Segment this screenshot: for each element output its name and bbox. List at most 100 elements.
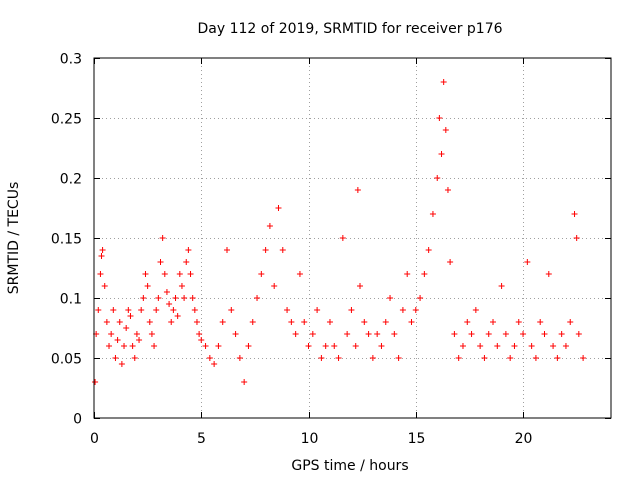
data-point xyxy=(95,307,102,313)
data-point xyxy=(196,331,203,337)
data-point xyxy=(211,361,218,367)
data-point xyxy=(425,247,432,253)
data-point xyxy=(322,343,329,349)
data-point xyxy=(412,307,419,313)
data-point xyxy=(172,295,179,301)
data-point xyxy=(537,319,544,325)
y-tick-label: 0.25 xyxy=(51,112,82,128)
data-point xyxy=(178,283,185,289)
data-point xyxy=(520,331,527,337)
data-point xyxy=(125,307,132,313)
data-point xyxy=(438,151,445,157)
data-point xyxy=(305,343,312,349)
data-point xyxy=(395,355,402,361)
data-point xyxy=(97,271,104,277)
data-point xyxy=(357,283,364,289)
data-point xyxy=(136,337,143,343)
data-point xyxy=(387,295,394,301)
data-point xyxy=(524,259,531,265)
data-point xyxy=(558,331,565,337)
data-point xyxy=(114,337,121,343)
data-point xyxy=(468,331,475,337)
x-axis-label: GPS time / hours xyxy=(291,458,408,474)
data-point xyxy=(215,343,222,349)
data-point xyxy=(296,271,303,277)
chart-title: Day 112 of 2019, SRMTID for receiver p17… xyxy=(197,21,502,37)
data-point xyxy=(550,343,557,349)
y-tick-label: 0.3 xyxy=(60,52,82,68)
data-point xyxy=(118,361,125,367)
data-point xyxy=(391,331,398,337)
data-point xyxy=(191,307,198,313)
data-point xyxy=(148,331,155,337)
data-point xyxy=(112,355,119,361)
data-point xyxy=(498,283,505,289)
data-point xyxy=(545,271,552,277)
data-point xyxy=(472,307,479,313)
data-point xyxy=(571,211,578,217)
data-point xyxy=(219,319,226,325)
data-point xyxy=(155,295,162,301)
data-point xyxy=(131,355,138,361)
y-tick-label: 0.1 xyxy=(60,292,82,308)
data-point xyxy=(365,331,372,337)
data-point xyxy=(232,331,239,337)
data-point xyxy=(127,313,134,319)
data-point xyxy=(309,331,316,337)
data-point xyxy=(189,295,196,301)
data-point xyxy=(236,355,243,361)
data-point xyxy=(485,331,492,337)
data-point xyxy=(108,331,115,337)
data-point xyxy=(284,307,291,313)
y-tick-label: 0.05 xyxy=(51,352,82,368)
data-point xyxy=(451,331,458,337)
data-point xyxy=(110,307,117,313)
data-point xyxy=(515,319,522,325)
data-point xyxy=(279,247,286,253)
data-point xyxy=(101,283,108,289)
data-point xyxy=(133,331,140,337)
data-point xyxy=(434,175,441,181)
data-point xyxy=(181,295,188,301)
data-point xyxy=(429,211,436,217)
data-point xyxy=(99,247,106,253)
data-point xyxy=(254,295,261,301)
data-points xyxy=(92,79,587,385)
data-point xyxy=(163,289,170,295)
data-point xyxy=(382,319,389,325)
data-point xyxy=(554,355,561,361)
data-point xyxy=(228,307,235,313)
data-point xyxy=(417,295,424,301)
x-tick-label: 0 xyxy=(90,431,99,447)
data-point xyxy=(202,343,209,349)
data-point xyxy=(92,379,99,385)
data-point xyxy=(374,331,381,337)
data-point xyxy=(103,319,110,325)
data-point xyxy=(142,271,149,277)
data-point xyxy=(266,223,273,229)
data-point xyxy=(436,115,443,121)
data-point xyxy=(339,235,346,241)
data-point xyxy=(288,319,295,325)
data-point xyxy=(168,319,175,325)
data-point xyxy=(440,79,447,85)
data-point xyxy=(144,283,151,289)
data-point xyxy=(348,307,355,313)
data-point xyxy=(129,343,136,349)
data-point xyxy=(344,331,351,337)
data-point xyxy=(151,343,158,349)
y-tick-label: 0.15 xyxy=(51,232,82,248)
data-point xyxy=(490,319,497,325)
data-point xyxy=(174,313,181,319)
data-point xyxy=(301,319,308,325)
y-tick-label: 0.2 xyxy=(60,172,82,188)
axis-ticks: 0 0.05 0.1 0.15 0.2 0.25 0.3 0 5 10 15 20 xyxy=(51,52,611,447)
data-point xyxy=(528,343,535,349)
data-point xyxy=(153,307,160,313)
data-point xyxy=(494,343,501,349)
data-point xyxy=(580,355,587,361)
data-point xyxy=(404,271,411,277)
data-point xyxy=(399,307,406,313)
plot-frame xyxy=(93,57,612,419)
data-point xyxy=(198,337,205,343)
